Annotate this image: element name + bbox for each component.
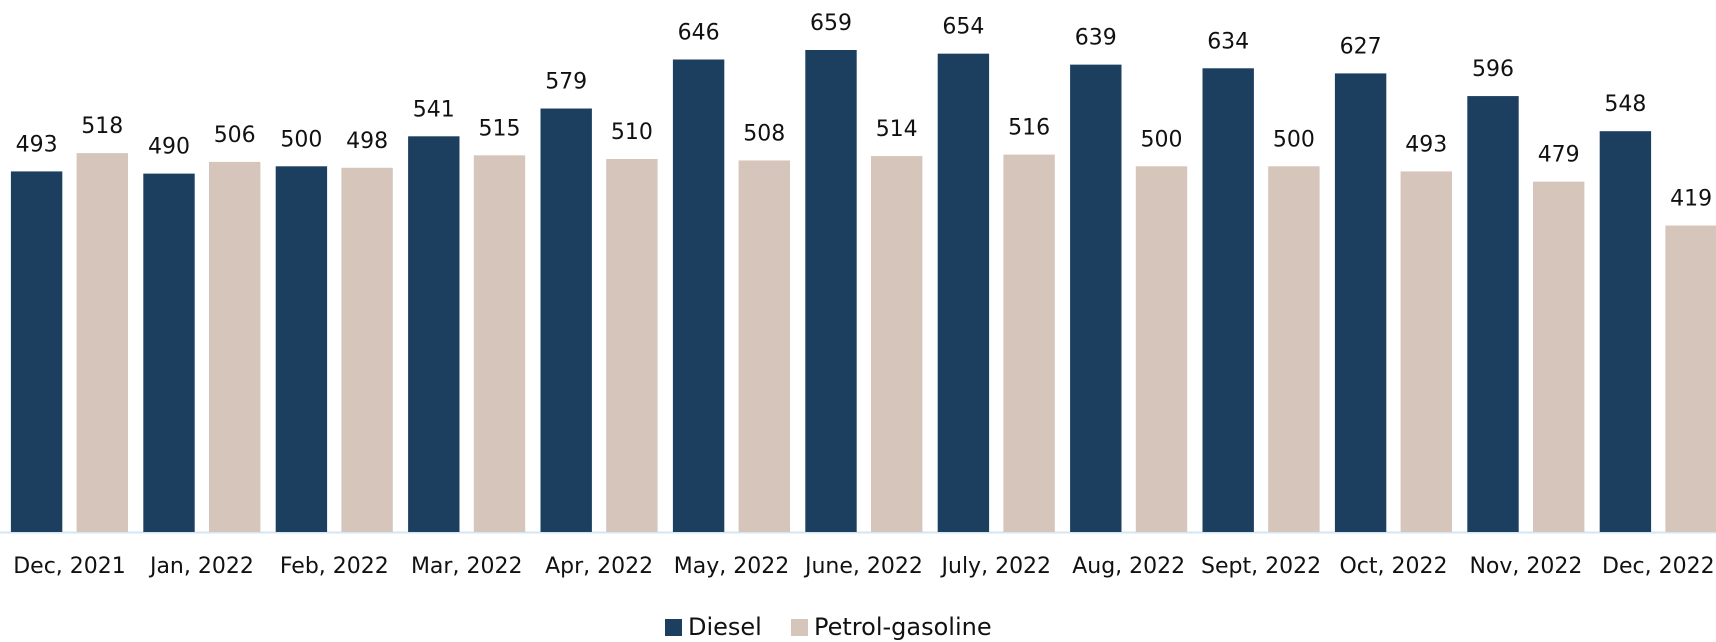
data-label: 506 xyxy=(214,123,256,148)
x-tick-label: Aug, 2022 xyxy=(1072,554,1185,579)
data-label: 490 xyxy=(148,135,190,160)
data-label: 479 xyxy=(1538,143,1580,168)
data-label: 659 xyxy=(810,11,852,36)
data-label: 498 xyxy=(346,129,388,154)
bar xyxy=(1334,73,1387,533)
data-label: 596 xyxy=(1472,57,1514,82)
data-label: 419 xyxy=(1670,187,1712,212)
x-tick-label: May, 2022 xyxy=(674,554,789,579)
data-label: 639 xyxy=(1075,26,1117,51)
legend-swatch xyxy=(791,619,808,636)
data-label: 508 xyxy=(743,121,785,146)
x-tick-label: Apr, 2022 xyxy=(545,554,653,579)
bar xyxy=(408,136,460,532)
bar xyxy=(341,167,393,532)
data-label: 500 xyxy=(1273,127,1315,152)
data-label: 514 xyxy=(876,117,918,142)
x-tick-label: Dec, 2022 xyxy=(1602,554,1715,579)
data-label: 654 xyxy=(942,15,984,40)
data-label: 634 xyxy=(1207,29,1249,54)
bar xyxy=(805,50,857,532)
bar xyxy=(738,160,790,532)
bar xyxy=(1070,64,1122,532)
x-tick-label: Jan, 2022 xyxy=(148,554,254,579)
data-label: 500 xyxy=(1141,127,1183,152)
data-label: 541 xyxy=(413,97,455,122)
data-label: 518 xyxy=(81,114,123,139)
bar xyxy=(473,155,526,532)
bar xyxy=(1135,166,1188,533)
x-tick-label: June, 2022 xyxy=(803,554,923,579)
bar xyxy=(10,171,63,533)
data-label: 548 xyxy=(1604,92,1646,117)
bar xyxy=(209,161,261,532)
legend-label: Diesel xyxy=(688,613,762,641)
bar xyxy=(1599,131,1652,532)
x-tick-label: Oct, 2022 xyxy=(1339,554,1447,579)
bar xyxy=(1400,171,1452,533)
bar xyxy=(76,153,128,533)
bar xyxy=(540,108,592,532)
bar xyxy=(275,166,328,533)
legend-label: Petrol-gasoline xyxy=(814,613,992,641)
bar xyxy=(672,59,725,532)
x-tick-label: Mar, 2022 xyxy=(411,554,522,579)
x-tick-label: Nov, 2022 xyxy=(1469,554,1582,579)
data-label: 579 xyxy=(545,70,587,95)
bar xyxy=(143,173,195,532)
bar xyxy=(1665,225,1716,532)
x-tick-label: Feb, 2022 xyxy=(280,554,389,579)
x-tick-label: July, 2022 xyxy=(940,554,1052,579)
bar xyxy=(1467,96,1519,532)
bar xyxy=(1202,68,1254,532)
data-label: 646 xyxy=(678,21,720,46)
x-tick-label: Sept, 2022 xyxy=(1201,554,1321,579)
bar xyxy=(1268,166,1320,533)
data-label: 493 xyxy=(1405,132,1447,157)
x-tick-label: Dec, 2021 xyxy=(13,554,126,579)
data-label: 516 xyxy=(1008,116,1050,141)
bar xyxy=(937,53,990,533)
data-label: 627 xyxy=(1340,34,1382,59)
data-label: 500 xyxy=(280,127,322,152)
bar xyxy=(606,158,658,532)
data-label: 510 xyxy=(611,120,653,145)
legend-swatch xyxy=(665,619,682,636)
bar xyxy=(1003,154,1055,533)
data-label: 515 xyxy=(479,116,521,141)
data-label: 493 xyxy=(16,132,58,157)
bar xyxy=(871,156,923,532)
bar xyxy=(1533,181,1585,532)
